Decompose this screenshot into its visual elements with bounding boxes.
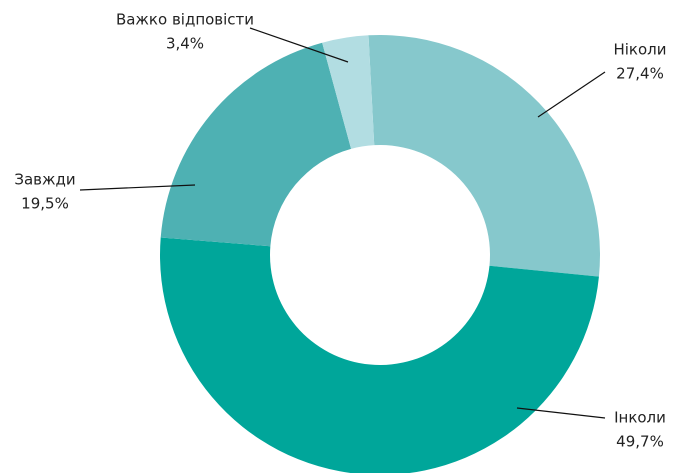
value-label: 49,7%: [616, 433, 664, 451]
leader-line: [516, 407, 606, 419]
donut-segment: [368, 34, 600, 277]
leader-line: [79, 184, 196, 191]
leader-line: [537, 71, 606, 118]
segment-label: Завжди: [14, 171, 75, 189]
leader-line: [249, 27, 349, 63]
value-label: 19,5%: [21, 195, 69, 213]
segment-label: Ніколи: [613, 41, 666, 59]
donut-segment: [160, 237, 599, 473]
value-label: 27,4%: [616, 65, 664, 83]
segment-label: Інколи: [614, 409, 666, 427]
donut-segment: [322, 35, 375, 149]
value-label: 3,4%: [166, 35, 204, 53]
donut-segment: [160, 42, 352, 247]
segment-label: Важко відповісти: [116, 11, 254, 29]
